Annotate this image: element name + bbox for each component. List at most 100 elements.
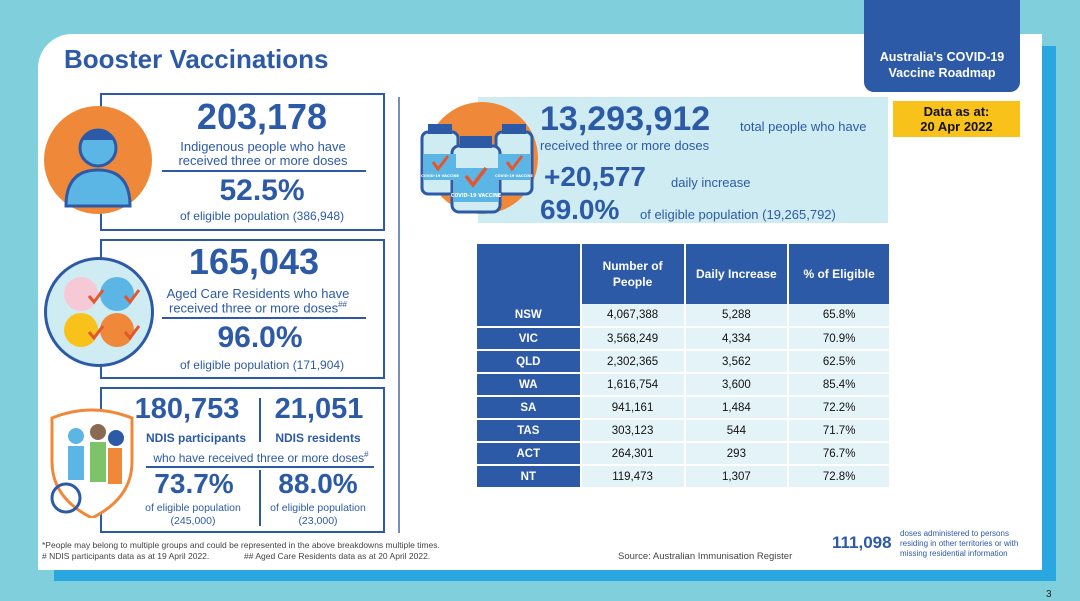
page-title: Booster Vaccinations xyxy=(64,44,329,74)
people-cell: 3,568,249 xyxy=(580,327,686,351)
ndis-vertical-divider-top xyxy=(259,398,261,442)
state-cell: NSW xyxy=(477,304,582,328)
ndis-group-icon xyxy=(46,408,136,520)
people-cell: 2,302,365 xyxy=(580,350,686,374)
total-daily-label: daily increase xyxy=(671,175,751,190)
table-row: SA 941,161 1,484 72.2% xyxy=(477,396,891,420)
section-separator xyxy=(398,97,400,533)
state-cell: QLD xyxy=(477,350,582,374)
people-cell: 119,473 xyxy=(580,465,686,489)
ndis-horizontal-divider xyxy=(146,466,374,468)
data-as-label: Data as at: xyxy=(923,104,990,119)
aged-care-desc-line2: received three or more doses## xyxy=(158,300,358,315)
indigenous-divider xyxy=(162,170,366,172)
ndis-vertical-divider-bottom xyxy=(259,470,261,526)
state-cell: SA xyxy=(477,396,582,420)
state-cell: TAS xyxy=(477,419,582,443)
daily-cell: 4,334 xyxy=(684,327,790,351)
indigenous-desc-line1: Indigenous people who have xyxy=(180,139,346,154)
people-cell: 303,123 xyxy=(580,419,686,443)
aged-care-desc-text: received three or more doses xyxy=(169,300,339,316)
aged-care-divider xyxy=(162,317,366,319)
aged-care-eligible: of eligible population (171,904) xyxy=(179,358,345,372)
other-territories-count: 111,098 xyxy=(832,533,892,552)
daily-cell: 293 xyxy=(684,442,790,466)
footnote-multiple-groups: *People may belong to multiple groups an… xyxy=(42,540,440,550)
total-eligible: of eligible population (19,265,792) xyxy=(640,207,836,222)
column-header-eligible: % of Eligible xyxy=(788,244,891,304)
indigenous-desc-line2: received three or more doses xyxy=(178,153,348,168)
other-territories-note: doses administered to persons residing i… xyxy=(900,529,1018,559)
total-desc-line2: received three or more doses xyxy=(540,138,710,153)
state-cell: VIC xyxy=(477,327,582,351)
footnote-ndis-date: # NDIS participants data as at 19 April … xyxy=(42,551,210,561)
table-row: VIC 3,568,249 4,334 70.9% xyxy=(477,327,891,351)
people-cell: 1,616,754 xyxy=(580,373,686,397)
pct-cell: 85.4% xyxy=(788,373,891,397)
ndis-participants-percent: 73.7% xyxy=(154,468,234,499)
daily-cell: 3,600 xyxy=(684,373,790,397)
aged-care-desc-line1: Aged Care Residents who have xyxy=(166,286,350,301)
aged-care-percent: 96.0% xyxy=(217,321,303,354)
indigenous-percent: 52.5% xyxy=(219,174,305,207)
state-cell: WA xyxy=(477,373,582,397)
other-territories-note-line1: doses administered to persons xyxy=(900,529,1009,538)
aged-care-desc-mark: ## xyxy=(338,300,347,309)
daily-cell: 1,307 xyxy=(684,465,790,489)
ndis-residents-eligible-line1: of eligible population xyxy=(270,502,366,514)
column-header-state xyxy=(477,244,582,304)
column-header-daily: Daily Increase xyxy=(684,244,790,304)
roadmap-line2: Vaccine Roadmap xyxy=(888,66,996,80)
footnote-aged-care-date: ## Aged Care Residents data as at 20 Apr… xyxy=(244,551,431,561)
pct-cell: 62.5% xyxy=(788,350,891,374)
total-desc-inline: total people who have xyxy=(740,119,867,134)
table-row: WA 1,616,754 3,600 85.4% xyxy=(477,373,891,397)
source-note: Source: Australian Immunisation Register xyxy=(618,551,793,562)
pct-cell: 65.8% xyxy=(788,304,891,328)
aged-care-icon xyxy=(44,257,154,367)
ndis-residents-percent: 88.0% xyxy=(278,468,358,499)
people-cell: 941,161 xyxy=(580,396,686,420)
daily-cell: 544 xyxy=(684,419,790,443)
daily-cell: 5,288 xyxy=(684,304,790,328)
table-row: NT 119,473 1,307 72.8% xyxy=(477,465,891,489)
indigenous-person-icon xyxy=(44,106,152,214)
total-daily: +20,577 xyxy=(544,161,646,192)
people-cell: 4,067,388 xyxy=(580,304,686,328)
daily-cell: 3,562 xyxy=(684,350,790,374)
total-percent: 69.0% xyxy=(540,194,620,225)
vial-right-label: COVID-19 VACCINE xyxy=(495,174,533,178)
daily-cell: 1,484 xyxy=(684,396,790,420)
other-territories-note-line2: residing in other territories or with xyxy=(900,539,1019,548)
ndis-desc-mark: # xyxy=(364,450,369,459)
ndis-participants-eligible-line1: of eligible population xyxy=(145,502,241,514)
people-cell: 264,301 xyxy=(580,442,686,466)
ndis-desc-text: who have received three or more doses xyxy=(153,451,365,465)
data-as-date: 20 Apr 2022 xyxy=(920,119,993,134)
page-number: 3 xyxy=(1046,589,1052,600)
aged-care-count: 165,043 xyxy=(188,241,320,282)
total-count: 13,293,912 xyxy=(540,100,711,138)
state-cell: ACT xyxy=(477,442,582,466)
ndis-participants-label: NDIS participants xyxy=(145,431,247,445)
table-row: NSW 4,067,388 5,288 65.8% xyxy=(477,304,891,328)
table-row: ACT 264,301 293 76.7% xyxy=(477,442,891,466)
data-as-at-badge: Data as at: 20 Apr 2022 xyxy=(893,101,1020,137)
vaccine-vials-icon: COVID-19 VACCINE COVID-19 VACCINE COVID-… xyxy=(414,110,538,214)
pct-cell: 72.8% xyxy=(788,465,891,489)
ndis-desc: who have received three or more doses# xyxy=(144,450,378,465)
pct-cell: 70.9% xyxy=(788,327,891,351)
total-panel xyxy=(478,97,888,223)
state-cell: NT xyxy=(477,465,582,489)
table-row: TAS 303,123 544 71.7% xyxy=(477,419,891,443)
other-territories-note-line3: missing residential information xyxy=(900,549,1008,558)
vial-center-label: COVID-19 VACCINE xyxy=(451,193,502,199)
table-row: QLD 2,302,365 3,562 62.5% xyxy=(477,350,891,374)
column-header-people: Number of People xyxy=(580,244,686,304)
pct-cell: 71.7% xyxy=(788,419,891,443)
table-header-row: Number of People Daily Increase % of Eli… xyxy=(477,244,891,304)
ndis-residents-count: 21,051 xyxy=(274,393,364,425)
roadmap-tab: Australia's COVID-19 Vaccine Roadmap xyxy=(864,0,1020,92)
roadmap-line1: Australia's COVID-19 xyxy=(879,50,1005,64)
vial-left-label: COVID-19 VACCINE xyxy=(421,174,459,178)
